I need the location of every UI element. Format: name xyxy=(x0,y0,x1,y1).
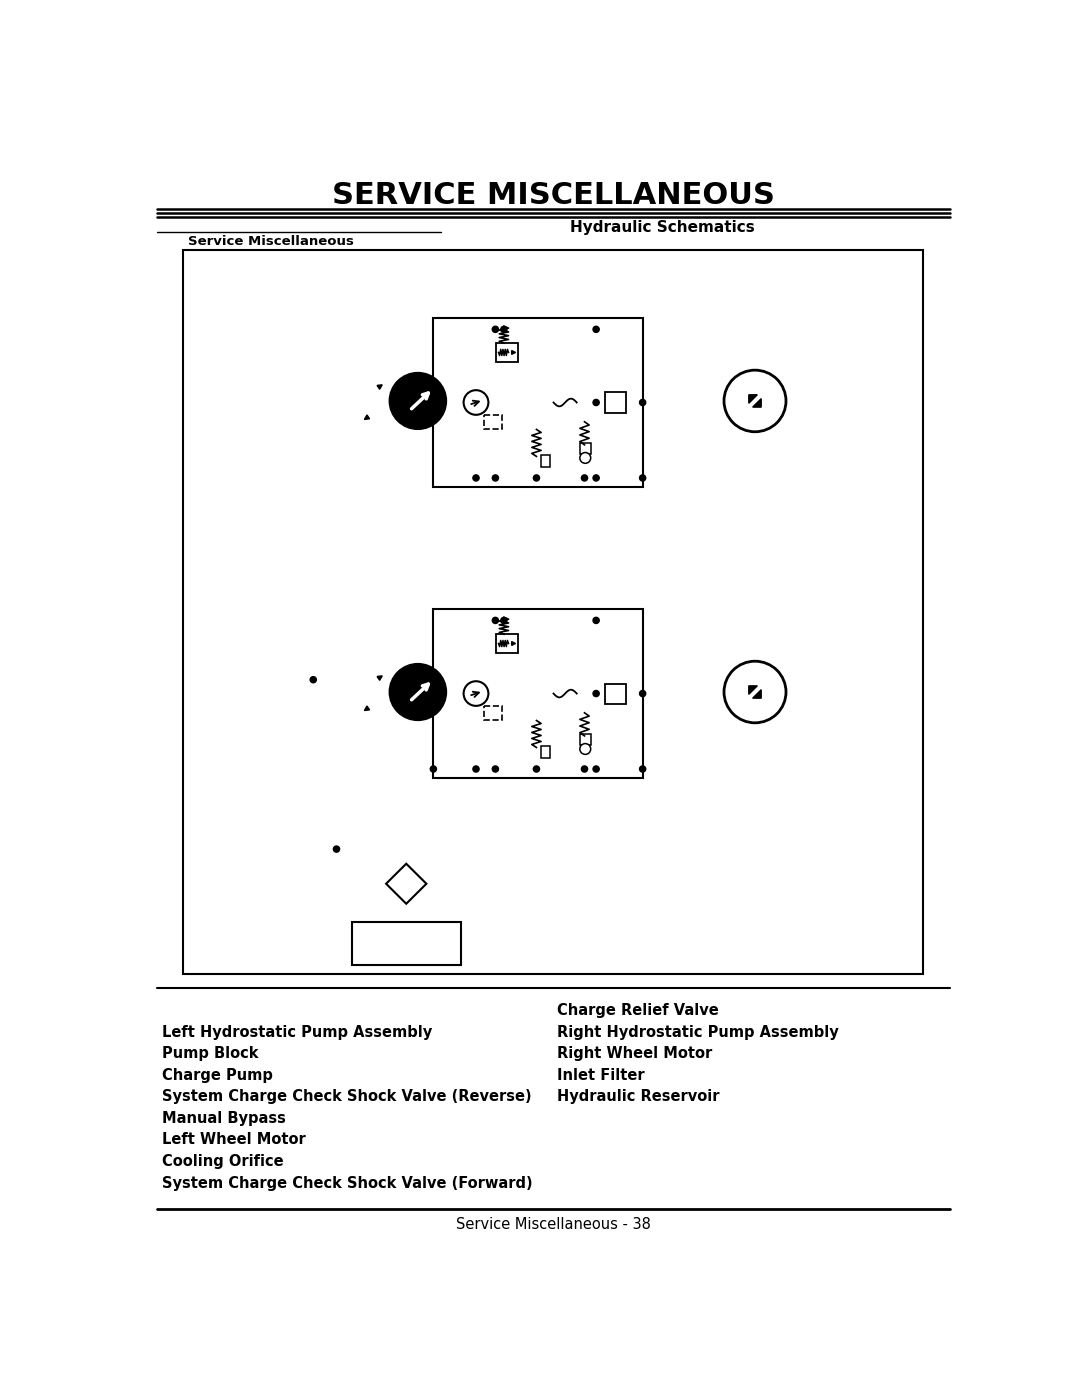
Circle shape xyxy=(430,698,436,704)
Circle shape xyxy=(501,327,507,332)
Circle shape xyxy=(430,680,436,686)
Text: Pump Block: Pump Block xyxy=(162,1046,258,1062)
Circle shape xyxy=(534,475,540,481)
Circle shape xyxy=(639,690,646,697)
Circle shape xyxy=(593,617,599,623)
Text: Right Wheel Motor: Right Wheel Motor xyxy=(557,1046,713,1062)
Text: Inlet Filter: Inlet Filter xyxy=(557,1067,645,1083)
Bar xyxy=(496,344,517,362)
Polygon shape xyxy=(753,690,761,698)
Text: Right Hydrostatic Pump Assembly: Right Hydrostatic Pump Assembly xyxy=(557,1024,839,1039)
Circle shape xyxy=(593,690,599,697)
Circle shape xyxy=(334,847,339,852)
Bar xyxy=(383,299,647,488)
Circle shape xyxy=(593,766,599,773)
Text: System Charge Check Shock Valve (Forward): System Charge Check Shock Valve (Forward… xyxy=(162,1175,532,1190)
Bar xyxy=(580,735,591,745)
Circle shape xyxy=(639,766,646,773)
Circle shape xyxy=(492,475,499,481)
Circle shape xyxy=(501,617,507,623)
Bar xyxy=(383,590,647,778)
Text: Left Wheel Motor: Left Wheel Motor xyxy=(162,1133,306,1147)
Circle shape xyxy=(390,665,446,719)
Circle shape xyxy=(593,475,599,481)
Circle shape xyxy=(430,766,436,773)
Circle shape xyxy=(724,661,786,722)
Circle shape xyxy=(492,766,499,773)
Bar xyxy=(433,317,643,488)
Circle shape xyxy=(473,766,480,773)
Text: Left Hydrostatic Pump Assembly: Left Hydrostatic Pump Assembly xyxy=(162,1024,432,1039)
Bar xyxy=(541,746,551,759)
Bar xyxy=(580,443,591,454)
Circle shape xyxy=(593,327,599,332)
Circle shape xyxy=(390,373,446,429)
Circle shape xyxy=(639,475,646,481)
Bar xyxy=(433,609,643,778)
Text: Service Miscellaneous - 38: Service Miscellaneous - 38 xyxy=(456,1217,651,1232)
Polygon shape xyxy=(512,351,515,355)
Circle shape xyxy=(463,390,488,415)
Text: Hydraulic Reservoir: Hydraulic Reservoir xyxy=(557,1090,720,1105)
Circle shape xyxy=(430,400,436,405)
Polygon shape xyxy=(364,705,369,711)
Circle shape xyxy=(430,388,436,395)
Polygon shape xyxy=(387,863,427,904)
Circle shape xyxy=(581,475,588,481)
Text: SERVICE MISCELLANEOUS: SERVICE MISCELLANEOUS xyxy=(332,180,775,210)
Text: Charge Relief Valve: Charge Relief Valve xyxy=(557,1003,719,1018)
Circle shape xyxy=(580,743,591,754)
Circle shape xyxy=(593,400,599,405)
Bar xyxy=(352,922,460,964)
Circle shape xyxy=(534,766,540,773)
Bar xyxy=(606,393,625,412)
Circle shape xyxy=(473,475,480,481)
Text: Service Miscellaneous: Service Miscellaneous xyxy=(188,235,353,249)
Bar xyxy=(484,705,502,719)
Text: Manual Bypass: Manual Bypass xyxy=(162,1111,286,1126)
Circle shape xyxy=(492,327,499,332)
Circle shape xyxy=(581,766,588,773)
Text: System Charge Check Shock Valve (Reverse): System Charge Check Shock Valve (Reverse… xyxy=(162,1090,531,1105)
Polygon shape xyxy=(377,676,382,680)
Circle shape xyxy=(724,370,786,432)
Circle shape xyxy=(310,676,316,683)
Text: Hydraulic Schematics: Hydraulic Schematics xyxy=(569,221,754,235)
Polygon shape xyxy=(748,395,757,404)
Text: Charge Pump: Charge Pump xyxy=(162,1067,273,1083)
Bar xyxy=(541,455,551,467)
Polygon shape xyxy=(512,641,515,645)
Circle shape xyxy=(492,617,499,623)
Bar xyxy=(496,634,517,652)
Bar xyxy=(484,415,502,429)
Polygon shape xyxy=(364,415,369,419)
Circle shape xyxy=(463,682,488,705)
Bar xyxy=(183,250,923,974)
Text: Cooling Orifice: Cooling Orifice xyxy=(162,1154,284,1169)
Polygon shape xyxy=(377,384,382,390)
Circle shape xyxy=(580,453,591,464)
Polygon shape xyxy=(753,398,761,407)
Polygon shape xyxy=(748,686,757,694)
Bar xyxy=(606,683,625,704)
Circle shape xyxy=(430,690,436,697)
Circle shape xyxy=(430,407,436,414)
Circle shape xyxy=(639,400,646,405)
